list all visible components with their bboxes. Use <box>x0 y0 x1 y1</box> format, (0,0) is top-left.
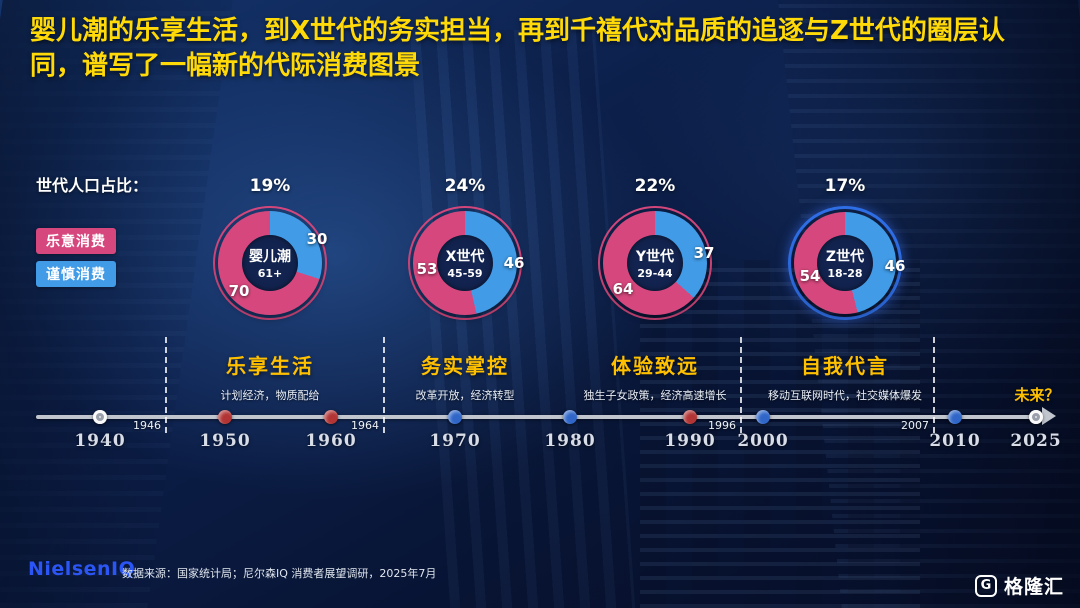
future-label: 未来？ <box>1014 386 1060 404</box>
timeline-year-label: 2010 <box>929 431 981 451</box>
generation-boundary-line <box>740 337 742 433</box>
generation-age-range: 29-44 <box>637 267 673 280</box>
cautious-value: 46 <box>884 257 906 275</box>
donut-chart-gen-y: Y世代 29-44 64 37 <box>598 206 714 320</box>
generation-boundary-line <box>933 337 935 433</box>
generation-name: 婴儿潮 <box>249 249 291 265</box>
timeline-boundary-year: 1996 <box>708 419 736 432</box>
timeline-dot-1970 <box>448 410 462 424</box>
timeline-dot-1950 <box>218 410 232 424</box>
generation-age-range: 45-59 <box>447 267 483 280</box>
timeline-dot-1960 <box>324 410 338 424</box>
timeline-boundary-year: 1964 <box>351 419 379 432</box>
building-windows-right <box>640 260 920 608</box>
generation-theme: 务实掌控 <box>421 354 509 378</box>
gelonghui-logo-text: 格隆汇 <box>1003 576 1064 598</box>
timeline-axis <box>36 415 1042 419</box>
generation-theme: 乐享生活 <box>226 354 314 378</box>
donut-center: X世代 45-59 <box>437 235 493 291</box>
generation-group-gen-y: 22% Y世代 29-44 64 37 体验致远 独生子女政策，经济高速增长 <box>560 176 750 403</box>
generation-group-gen-z: 17% Z世代 18-28 54 46 自我代言 移动互联网时代，社交媒体爆发 <box>750 176 940 403</box>
timeline-dot-2010 <box>948 410 962 424</box>
gelonghui-logo-icon: G <box>974 574 997 597</box>
page-title: 婴儿潮的乐享生活，到X世代的务实担当，再到千禧代对品质的追逐与Z世代的圈层认同，… <box>30 16 1005 82</box>
timeline-year-label: 2000 <box>737 431 789 451</box>
willing-value: 64 <box>612 280 634 298</box>
legend-item-cautious: 谨慎消费 <box>36 261 116 287</box>
generation-age-range: 61+ <box>257 267 283 280</box>
willing-value: 54 <box>799 267 821 285</box>
population-share-value: 24% <box>444 176 486 196</box>
timeline-year-label: 1970 <box>429 431 481 451</box>
donut-center: 婴儿潮 61+ <box>242 235 298 291</box>
timeline-dot-1990 <box>683 410 697 424</box>
generation-note: 改革开放，经济转型 <box>415 389 515 402</box>
timeline-year-label: 1950 <box>199 431 251 451</box>
legend-item-willing: 乐意消费 <box>36 228 116 254</box>
timeline-year-label: 1990 <box>664 431 716 451</box>
generation-theme: 自我代言 <box>801 354 889 378</box>
generation-boundary-line <box>165 337 167 433</box>
generation-age-range: 18-28 <box>827 267 863 280</box>
cautious-value: 37 <box>693 244 715 262</box>
population-share-value: 17% <box>824 176 866 196</box>
donut-chart-gen-x: X世代 45-59 53 46 <box>408 206 524 320</box>
generation-group-baby-boomer: 19% 婴儿潮 61+ 70 30 乐享生活 计划经济，物质配给 <box>175 176 365 403</box>
timeline-year-label: 1940 <box>74 431 126 451</box>
gelonghui-logo: G 格隆汇 <box>974 572 1064 599</box>
timeline-dot-1980 <box>563 410 577 424</box>
generation-note: 独生子女政策，经济高速增长 <box>583 389 727 402</box>
population-share-value: 19% <box>249 176 291 196</box>
generation-group-gen-x: 24% X世代 45-59 53 46 务实掌控 改革开放，经济转型 <box>370 176 560 403</box>
population-share-label: 世代人口占比： <box>36 176 149 195</box>
donut-center: Z世代 18-28 <box>817 235 873 291</box>
timeline-boundary-year: 1946 <box>133 419 161 432</box>
timeline-dot-2000 <box>756 410 770 424</box>
data-source-text: 数据来源：国家统计局；尼尔森IQ 消费者展望调研，2025年7月 <box>122 567 437 580</box>
donut-chart-baby-boomer: 婴儿潮 61+ 70 30 <box>213 206 327 320</box>
willing-value: 53 <box>416 260 438 278</box>
nielseniq-logo: NielsenIQ <box>28 558 136 580</box>
population-share-value: 22% <box>634 176 676 196</box>
timeline-dot-2025 <box>1029 410 1043 424</box>
donut-chart-gen-z: Z世代 18-28 54 46 <box>788 206 905 320</box>
generation-name: Z世代 <box>825 249 865 265</box>
timeline-arrow-icon <box>1042 407 1056 425</box>
timeline-year-label: 1960 <box>305 431 357 451</box>
timeline-year-label: 1980 <box>544 431 596 451</box>
legend: 乐意消费 谨慎消费 <box>36 228 116 294</box>
timeline-boundary-year: 2007 <box>901 419 929 432</box>
generation-note: 移动互联网时代，社交媒体爆发 <box>768 389 922 402</box>
generation-name: X世代 <box>445 249 485 265</box>
cautious-value: 30 <box>306 230 328 248</box>
generation-boundary-line <box>383 337 385 433</box>
timeline-dot-1940 <box>93 410 107 424</box>
cautious-value: 46 <box>503 254 525 272</box>
willing-value: 70 <box>228 282 250 300</box>
generation-theme: 体验致远 <box>611 354 699 378</box>
generation-name: Y世代 <box>635 249 675 265</box>
donut-center: Y世代 29-44 <box>627 235 683 291</box>
generation-note: 计划经济，物质配给 <box>220 389 320 402</box>
timeline-year-label: 2025 <box>1010 431 1062 451</box>
